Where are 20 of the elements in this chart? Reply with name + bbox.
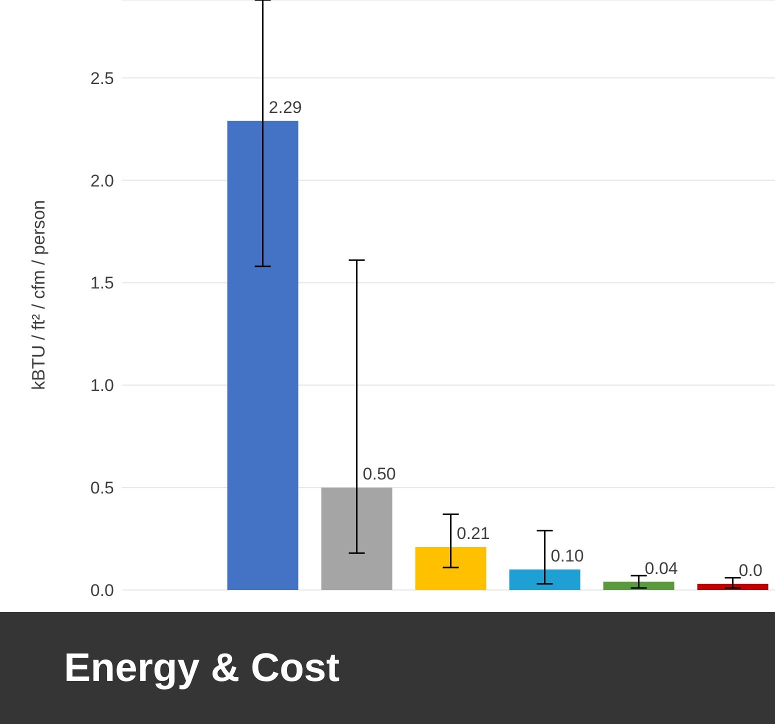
bar	[415, 546, 486, 590]
y-tick-label: 1.5	[90, 274, 114, 293]
y-tick-label: 0.5	[90, 478, 114, 498]
y-tick-label: 0.0	[90, 581, 114, 600]
y-tick-label: 2.0	[90, 171, 114, 190]
data-label: 0.21	[456, 524, 490, 543]
data-label: 0.0	[738, 560, 762, 580]
bar	[603, 582, 674, 590]
bar	[321, 488, 392, 590]
data-label: 0.10	[550, 546, 584, 566]
data-label: 0.04	[644, 558, 678, 578]
y-tick-label: 2.5	[90, 68, 114, 88]
y-axis-title: kBTU / ft² / cfm / person	[28, 200, 48, 390]
y-tick-label: 1.0	[90, 376, 114, 396]
bar	[509, 570, 580, 590]
data-label: 2.29	[268, 98, 302, 117]
data-label: 0.50	[362, 464, 396, 484]
bar	[227, 120, 298, 590]
bar	[697, 584, 768, 590]
text: Energy & Cost	[0, 612, 775, 724]
